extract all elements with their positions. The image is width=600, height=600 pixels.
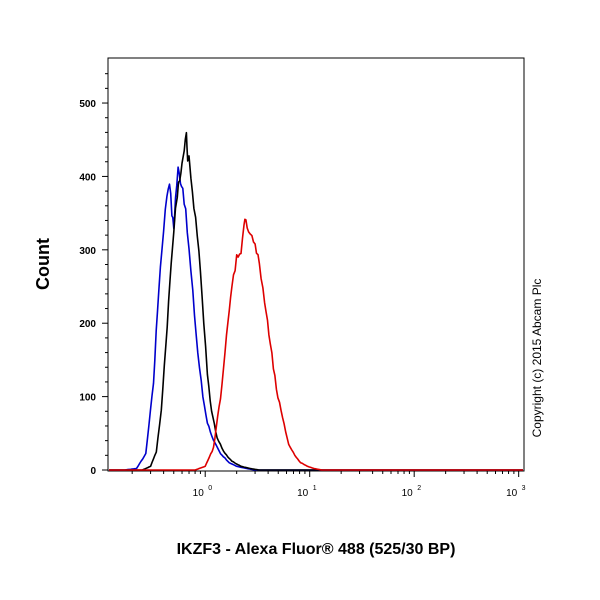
- minor-ticks: [105, 73, 515, 474]
- x-tick-exponent: 1: [313, 485, 317, 492]
- y-axis-ticks: 0 100 200 300 400 500: [79, 99, 108, 477]
- series-line-3: [109, 218, 523, 471]
- x-axis-ticks: 10 0 10 1 10 2 10 3: [193, 471, 526, 499]
- y-tick-label: 200: [79, 319, 96, 330]
- x-tick-label: 10: [506, 488, 518, 499]
- x-tick-exponent: 2: [417, 485, 421, 492]
- y-axis-title: Count: [33, 238, 53, 290]
- series-line-2: [109, 131, 523, 471]
- x-tick-label: 10: [297, 488, 309, 499]
- series-line-1: [109, 166, 523, 471]
- y-tick-label: 0: [90, 466, 96, 477]
- x-axis-title: IKZF3 - Alexa Fluor® 488 (525/30 BP): [177, 541, 456, 558]
- y-tick-label: 400: [79, 172, 96, 183]
- copyright-annotation: Copyright (c) 2015 Abcam Plc: [530, 279, 544, 438]
- y-tick-label: 500: [79, 99, 96, 110]
- series-layer: [109, 131, 523, 471]
- y-tick-label: 300: [79, 246, 96, 257]
- x-tick-label: 10: [193, 488, 205, 499]
- x-tick-exponent: 3: [522, 485, 526, 492]
- y-tick-label: 100: [79, 393, 96, 404]
- x-tick-label: 10: [402, 488, 414, 499]
- x-tick-exponent: 0: [208, 485, 212, 492]
